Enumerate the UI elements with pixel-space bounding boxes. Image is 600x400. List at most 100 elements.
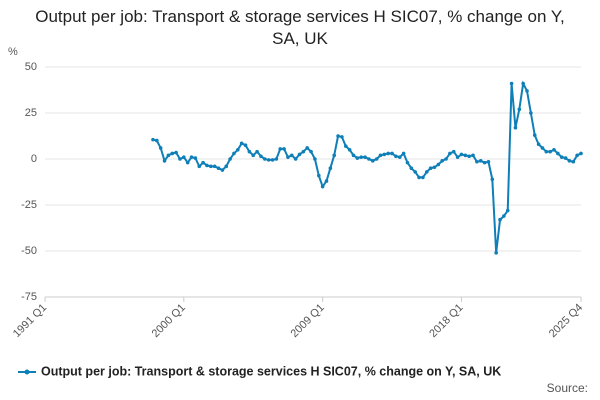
point	[505, 208, 510, 213]
point	[374, 157, 379, 161]
point	[201, 160, 205, 165]
point	[193, 156, 198, 160]
point	[166, 153, 171, 158]
point	[293, 157, 298, 161]
point	[482, 160, 487, 165]
point	[432, 165, 437, 170]
point	[262, 157, 267, 161]
point	[421, 175, 425, 180]
point	[247, 149, 252, 154]
point	[359, 155, 364, 159]
point	[155, 138, 159, 143]
point	[286, 155, 290, 159]
point	[232, 151, 236, 156]
point	[351, 153, 356, 158]
point	[459, 152, 464, 157]
point	[266, 158, 271, 162]
legend-label: Output per job: Transport & storage serv…	[41, 364, 501, 378]
point	[243, 143, 248, 147]
point	[274, 157, 279, 161]
point	[174, 150, 178, 155]
point	[347, 148, 352, 152]
point	[475, 159, 479, 164]
point	[521, 81, 525, 86]
point	[559, 155, 564, 159]
point	[162, 159, 167, 163]
point	[579, 151, 583, 156]
point	[251, 153, 256, 158]
point	[278, 147, 283, 151]
point	[189, 155, 194, 159]
source: Source:	[547, 381, 588, 395]
point	[471, 153, 475, 158]
point	[151, 137, 155, 142]
point	[409, 166, 414, 170]
y-tick-label: -25	[21, 199, 37, 211]
point	[536, 142, 541, 147]
point	[355, 156, 360, 160]
point	[343, 144, 348, 148]
point	[401, 151, 406, 156]
point	[309, 149, 313, 154]
point	[224, 164, 229, 169]
point	[216, 166, 221, 170]
point	[316, 173, 321, 178]
chart-title: Output per job: Transport & storage serv…	[35, 7, 565, 48]
point	[544, 149, 549, 154]
point	[212, 164, 217, 169]
point	[397, 155, 402, 159]
point	[336, 134, 340, 138]
point	[367, 157, 371, 161]
point	[328, 166, 333, 170]
point	[382, 152, 387, 157]
point	[178, 157, 182, 161]
point	[370, 159, 375, 163]
point	[532, 133, 537, 137]
point	[378, 153, 383, 158]
x-tick-label: 2025 Q4	[547, 302, 585, 340]
x-tick-label: 2018 Q1	[427, 302, 465, 340]
point	[563, 156, 568, 160]
point	[301, 149, 306, 154]
point	[525, 89, 529, 93]
point	[259, 154, 263, 159]
point	[417, 175, 421, 180]
point	[575, 153, 579, 158]
point	[390, 151, 394, 156]
point	[448, 151, 452, 156]
point	[405, 160, 410, 165]
point	[185, 160, 190, 165]
point	[444, 157, 448, 161]
line	[152, 80, 582, 253]
point	[428, 166, 433, 170]
legend-swatch	[24, 369, 30, 375]
point	[486, 159, 491, 164]
point	[363, 155, 367, 159]
point	[455, 155, 460, 159]
point	[324, 179, 329, 183]
point	[340, 135, 344, 139]
point	[228, 157, 232, 161]
point	[567, 159, 572, 163]
point	[517, 107, 522, 112]
point	[282, 147, 286, 151]
y-tick-label: -75	[21, 291, 37, 303]
point	[502, 214, 506, 218]
point	[540, 146, 545, 150]
point	[320, 184, 325, 189]
point	[394, 154, 398, 159]
point	[478, 159, 483, 163]
point	[424, 170, 429, 174]
point	[556, 151, 560, 156]
point	[313, 157, 317, 161]
x-tick-label: 2000 Q1	[150, 302, 188, 340]
point	[463, 153, 468, 158]
point	[513, 125, 518, 130]
point	[490, 177, 495, 182]
point	[332, 153, 337, 158]
y-tick-label: -50	[21, 245, 37, 257]
point	[548, 149, 552, 154]
point	[571, 159, 576, 164]
